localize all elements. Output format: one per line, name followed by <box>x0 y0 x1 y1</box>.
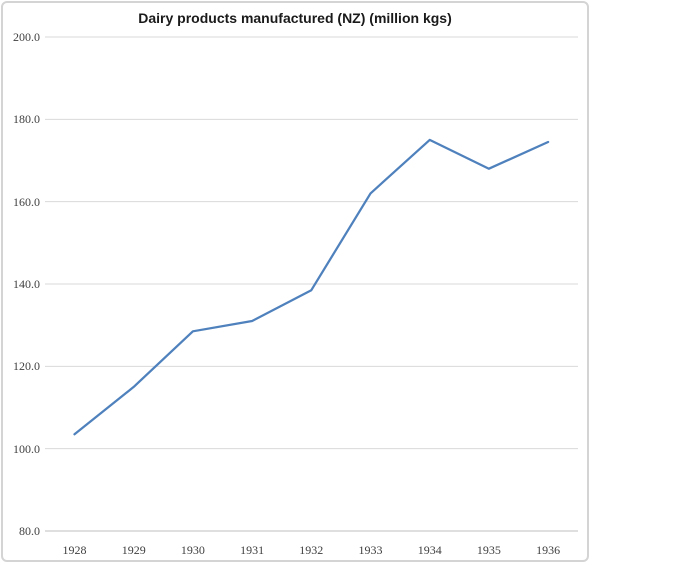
y-axis-tick-label: 100.0 <box>13 441 40 456</box>
x-axis-tick-label: 1934 <box>417 543 442 557</box>
y-axis-tick-label: 160.0 <box>13 194 40 209</box>
x-axis-tick-label: 1929 <box>121 543 146 557</box>
x-axis-tick-label: 1931 <box>240 543 265 557</box>
x-axis-tick-label: 1936 <box>536 543 561 557</box>
y-axis-tick-label: 120.0 <box>13 359 40 374</box>
y-axis-tick-label: 80.0 <box>19 524 40 538</box>
line-chart-svg <box>45 36 578 532</box>
x-axis-tick-label: 1932 <box>299 543 324 557</box>
data-series-line <box>73 138 550 436</box>
x-axis-tick-label: 1928 <box>62 543 87 557</box>
x-axis-tick-label: 1930 <box>180 543 205 557</box>
x-axis-tick-label: 1933 <box>358 543 383 557</box>
y-axis-tick-label: 200.0 <box>13 30 40 44</box>
chart-title: Dairy products manufactured (NZ) (millio… <box>138 10 452 26</box>
chart-frame: Dairy products manufactured (NZ) (millio… <box>1 1 589 562</box>
x-axis-tick-label: 1935 <box>476 543 501 557</box>
y-axis-tick-label: 140.0 <box>13 277 40 291</box>
y-axis-tick-label: 180.0 <box>13 112 40 127</box>
